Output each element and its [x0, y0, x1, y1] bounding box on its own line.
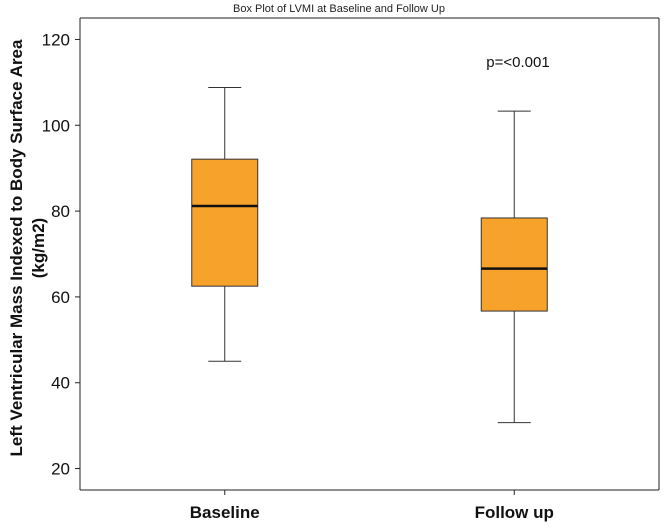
- y-tick-label: 20: [51, 460, 70, 479]
- y-tick-label: 120: [42, 30, 70, 49]
- p-value-annotation: p=<0.001: [486, 54, 549, 71]
- box-baseline: [191, 158, 259, 287]
- y-tick-label: 100: [42, 116, 70, 135]
- y-tick-label: 80: [51, 202, 70, 221]
- y-tick-label: 40: [51, 374, 70, 393]
- x-category-label: Baseline: [190, 503, 260, 522]
- y-axis-label: Left Ventricular Mass Indexed to Body Su…: [7, 39, 48, 456]
- box-follow-up: [480, 217, 548, 312]
- x-category-labels: Baseline Follow up: [190, 503, 554, 522]
- box-series: [191, 87, 548, 495]
- chart-title: Box Plot of LVMI at Baseline and Follow …: [233, 3, 445, 15]
- y-axis-label-line2: (kg/m2): [29, 218, 48, 278]
- y-tick-label: 60: [51, 288, 70, 307]
- x-category-label: Follow up: [475, 503, 554, 522]
- y-ticks: 20 40 60 80 100 120: [42, 30, 80, 479]
- y-axis-label-line1: Left Ventricular Mass Indexed to Body Su…: [7, 39, 26, 456]
